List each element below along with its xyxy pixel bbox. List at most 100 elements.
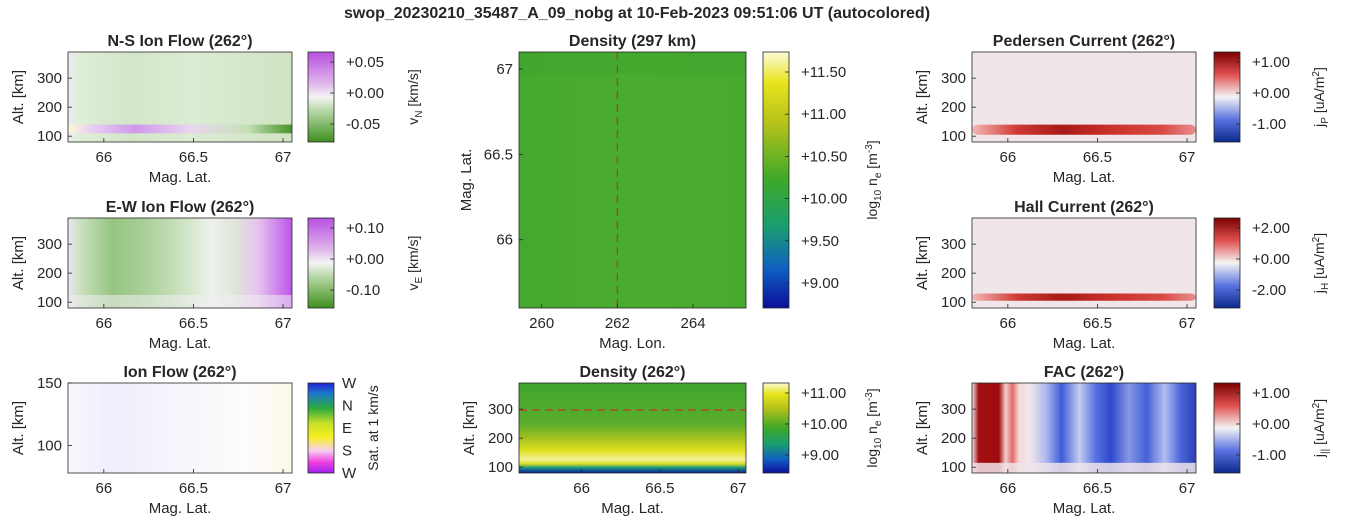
- x-tick-label: 66.5: [645, 480, 674, 497]
- heatmap-band: [972, 293, 1196, 301]
- x-tick-label: 66.5: [1083, 149, 1112, 166]
- colorbar-tick-label: +10.00: [801, 416, 847, 433]
- heatmap-field: [519, 383, 746, 473]
- colorbar: [307, 382, 335, 474]
- panel-title: Density (262°): [580, 364, 686, 381]
- y-tick-label: 300: [37, 236, 62, 253]
- x-tick-label: 67: [275, 480, 292, 497]
- x-axis-label: Mag. Lat.: [1053, 169, 1116, 186]
- panel-ion_flow: Ion Flow (262°) 66 66.5 67 100 150 Mag. Lat. Al…: [10, 364, 381, 517]
- heatmap-band: [68, 124, 292, 134]
- colorbar-tick-label: +0.00: [1252, 85, 1290, 102]
- panel-ew_flow: E-W Ion Flow (262°) 66 66.5 67 100 200 300 Mag.…: [10, 199, 425, 352]
- x-axis-label: Mag. Lon.: [599, 335, 666, 352]
- axes-frame: [67, 51, 293, 143]
- axes-frame: [67, 217, 293, 309]
- heatmap-band: [972, 462, 1196, 473]
- colorbar-tick-label: S: [342, 443, 352, 460]
- colorbar: [1213, 51, 1241, 143]
- colorbar-label: Sat. at 1 km/s: [365, 385, 381, 471]
- axes-frame: [518, 382, 747, 474]
- y-tick-label: 66.5: [484, 146, 513, 163]
- colorbar-tick-label: +0.00: [1252, 251, 1290, 268]
- axes-frame: [971, 217, 1197, 309]
- y-tick-label: 200: [37, 99, 62, 116]
- y-tick-label: 100: [941, 459, 966, 476]
- y-axis-label: Alt. [km]: [914, 70, 931, 124]
- x-axis-label: Mag. Lat.: [149, 335, 212, 352]
- colorbar-tick-label: -1.00: [1252, 447, 1286, 464]
- panel-title: FAC (262°): [1044, 364, 1124, 381]
- colorbar-tick-label: N: [342, 398, 353, 415]
- y-tick-label: 300: [941, 401, 966, 418]
- y-tick-label: 300: [37, 70, 62, 87]
- colorbar-tick-label: +11.00: [801, 385, 846, 402]
- x-tick-label: 262: [605, 315, 630, 332]
- y-axis-label: Mag. Lat.: [458, 149, 475, 212]
- x-tick-label: 66.5: [1083, 315, 1112, 332]
- colorbar-tick-label: +10.50: [801, 148, 847, 165]
- y-axis-label: Alt. [km]: [10, 236, 27, 290]
- heatmap-field: [68, 218, 292, 308]
- panel-fac: FAC (262°) 66 66.5 67 100 200 300 Mag. Lat. Alt.…: [914, 364, 1331, 517]
- colorbar-tick-label: W: [342, 465, 357, 482]
- y-tick-label: 67: [496, 61, 513, 78]
- axes-frame: [971, 382, 1197, 474]
- colorbar-tick-label: E: [342, 420, 352, 437]
- x-axis-label: Mag. Lat.: [1053, 500, 1116, 517]
- colorbar-tick-label: -0.05: [346, 116, 380, 133]
- y-axis-label: Alt. [km]: [914, 401, 931, 455]
- panel-density_map: Density (297 km) 260 262 264 66 66.5 67 Mag. Lo…: [458, 33, 884, 352]
- colorbar-tick-label: +0.00: [1252, 416, 1290, 433]
- x-tick-label: 66: [999, 315, 1016, 332]
- x-tick-label: 66.5: [179, 149, 208, 166]
- x-tick-label: 66: [95, 149, 112, 166]
- y-axis-label: Alt. [km]: [461, 401, 478, 455]
- x-tick-label: 67: [275, 315, 292, 332]
- heatmap-field: [972, 218, 1196, 308]
- panel-title: E-W Ion Flow (262°): [106, 199, 255, 216]
- x-tick-label: 66: [573, 480, 590, 497]
- colorbar-tick-label: +9.00: [801, 275, 839, 292]
- y-tick-label: 100: [37, 294, 62, 311]
- heatmap-band: [68, 294, 292, 308]
- y-tick-label: 66: [496, 232, 513, 249]
- colorbar: [1213, 382, 1241, 474]
- y-tick-label: 300: [488, 401, 513, 418]
- colorbar-label: jP [uA/m2]: [1311, 67, 1331, 128]
- y-tick-label: 200: [488, 430, 513, 447]
- colorbar: [307, 217, 335, 309]
- colorbar-label: log10 ne [m-3]: [864, 388, 884, 467]
- x-axis-label: Mag. Lat.: [149, 169, 212, 186]
- colorbar-tick-label: +9.50: [801, 233, 839, 250]
- colorbar-tick-label: W: [342, 375, 357, 392]
- x-tick-label: 67: [1179, 149, 1196, 166]
- colorbar-tick-label: +0.00: [346, 85, 384, 102]
- y-tick-label: 100: [941, 128, 966, 145]
- colorbar-tick-label: -2.00: [1252, 282, 1286, 299]
- y-tick-label: 100: [37, 128, 62, 145]
- y-axis-label: Alt. [km]: [10, 401, 27, 455]
- colorbar-label: vN [km/s]: [405, 69, 425, 124]
- y-tick-label: 200: [941, 430, 966, 447]
- colorbar-tick-label: +0.10: [346, 220, 384, 237]
- x-tick-label: 67: [1179, 315, 1196, 332]
- y-axis-label: Alt. [km]: [914, 236, 931, 290]
- x-tick-label: 260: [529, 315, 554, 332]
- panel-title: Hall Current (262°): [1014, 199, 1154, 216]
- colorbar-label: jH [uA/m2]: [1311, 233, 1331, 294]
- heatmap-field: [972, 383, 1196, 473]
- colorbar: [762, 51, 790, 309]
- colorbar-tick-label: +0.00: [346, 251, 384, 268]
- y-tick-label: 300: [941, 236, 966, 253]
- heatmap-band: [519, 52, 746, 74]
- panels: N-S Ion Flow (262°) 66 66.5 67 100 200 300 Mag.…: [10, 33, 1331, 517]
- x-tick-label: 67: [730, 480, 747, 497]
- panel-title: N-S Ion Flow (262°): [107, 33, 252, 50]
- heatmap-field: [68, 383, 292, 473]
- axes-frame: [67, 382, 293, 474]
- heatmap-field: [519, 52, 746, 308]
- x-tick-label: 66.5: [179, 480, 208, 497]
- x-tick-label: 66: [95, 480, 112, 497]
